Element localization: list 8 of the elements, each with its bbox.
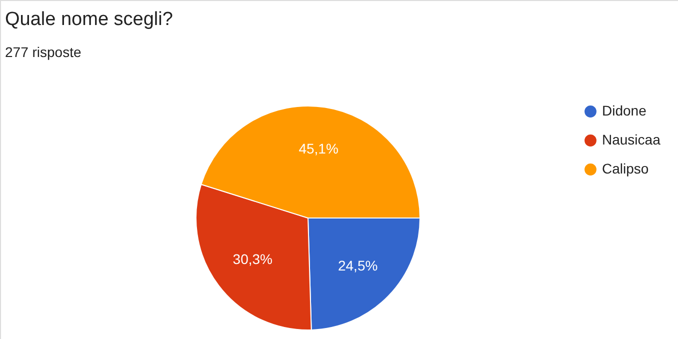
legend-label: Didone (602, 102, 647, 118)
text: 277 risposte (5, 44, 82, 60)
legend-label: Nausicaa (602, 132, 661, 148)
data-label: 45,1% (298, 140, 338, 156)
legend-label: Calipso (602, 160, 649, 176)
data-label: 24,5% (338, 257, 378, 274)
chart-title: Quale nome scegli? (5, 9, 173, 30)
data-label: 30,3% (232, 250, 272, 267)
